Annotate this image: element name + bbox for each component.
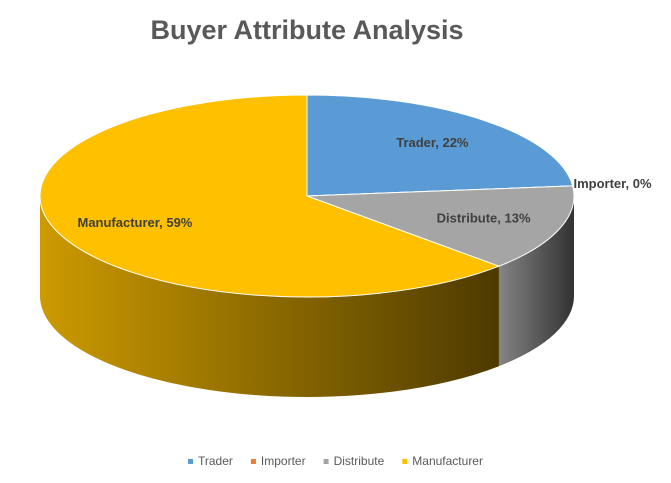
data-label: Manufacturer, 59%: [77, 215, 192, 230]
legend-swatch: [250, 459, 256, 464]
legend-label: Importer: [261, 454, 306, 468]
data-label: Distribute, 13%: [437, 211, 531, 226]
pie-slice: [39, 94, 501, 298]
legend: Trader Importer Distribute Manufacturer: [188, 454, 483, 468]
pie-slice: [306, 185, 575, 267]
chart-title: Buyer Attribute Analysis: [150, 15, 463, 45]
legend-swatch: [323, 459, 329, 464]
data-labels: Trader, 22% Importer, 0% Distribute, 13% Ma…: [77, 135, 651, 230]
pie-slice: [306, 94, 574, 197]
legend-label: Trader: [198, 454, 233, 468]
pie-slice-side: [498, 196, 574, 367]
data-label: Trader, 22%: [396, 135, 469, 150]
legend-swatch: [402, 459, 408, 464]
data-label: Importer, 0%: [573, 176, 651, 191]
legend-label: Manufacturer: [412, 454, 483, 468]
legend-label: Distribute: [334, 454, 385, 468]
legend-swatch: [188, 459, 194, 464]
pie-tops: [39, 94, 575, 298]
